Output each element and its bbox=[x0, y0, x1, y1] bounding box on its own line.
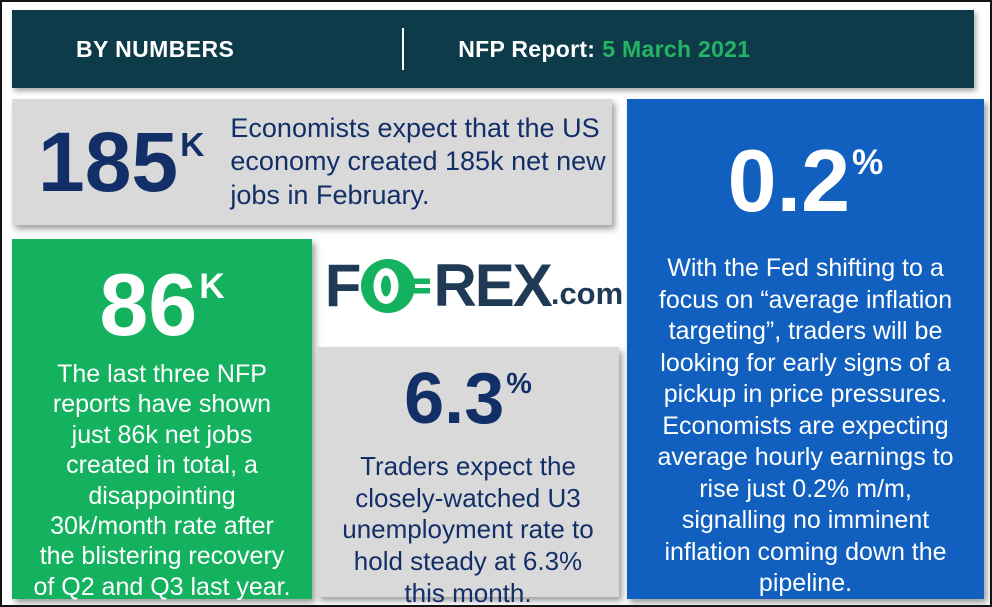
report-label: NFP Report: bbox=[458, 35, 596, 62]
net-jobs-card: 86K The last three NFP reports have show… bbox=[12, 239, 312, 601]
jobs-stat-value: 185K bbox=[38, 120, 204, 204]
forex-logo-tld: .com bbox=[550, 276, 624, 311]
earnings-stat-text: With the Fed shifting to a focus on “ave… bbox=[657, 254, 954, 597]
unemployment-stat-value: 6.3% bbox=[317, 363, 619, 435]
net-jobs-stat-value: 86K bbox=[12, 261, 312, 349]
earnings-card: 0.2% With the Fed shifting to a focus on… bbox=[627, 99, 984, 599]
earnings-unit: % bbox=[852, 143, 884, 183]
unemployment-number: 6.3 bbox=[404, 359, 505, 439]
jobs-forecast-card: 185K Economists expect that the US econo… bbox=[12, 99, 612, 225]
unemployment-unit: % bbox=[506, 367, 532, 400]
jobs-unit: K bbox=[180, 126, 205, 164]
report-title: NFP Report: 5 March 2021 bbox=[458, 36, 750, 63]
net-jobs-unit: K bbox=[199, 267, 225, 307]
header-bar: BY NUMBERS NFP Report: 5 March 2021 bbox=[12, 10, 974, 88]
forex-logo-letter-f: F bbox=[324, 252, 362, 319]
forex-logo: F REX .com bbox=[324, 252, 624, 320]
unemployment-stat-text: Traders expect the closely-watched U3 un… bbox=[342, 451, 594, 607]
forex-zero-coin-icon bbox=[360, 257, 432, 320]
series-title: BY NUMBERS bbox=[76, 35, 235, 62]
report-date: 5 March 2021 bbox=[602, 35, 751, 62]
unemployment-card: 6.3% Traders expect the closely-watched … bbox=[317, 347, 619, 605]
jobs-stat-text: Economists expect that the US economy cr… bbox=[230, 112, 606, 210]
net-jobs-stat-text: The last three NFP reports have shown ju… bbox=[33, 360, 291, 601]
earnings-number: 0.2 bbox=[727, 131, 851, 230]
jobs-number: 185 bbox=[38, 115, 179, 209]
header-divider bbox=[402, 28, 405, 70]
forex-logo-letters-rex: REX bbox=[433, 252, 552, 319]
net-jobs-number: 86 bbox=[99, 255, 198, 354]
earnings-stat-value: 0.2% bbox=[627, 137, 984, 225]
